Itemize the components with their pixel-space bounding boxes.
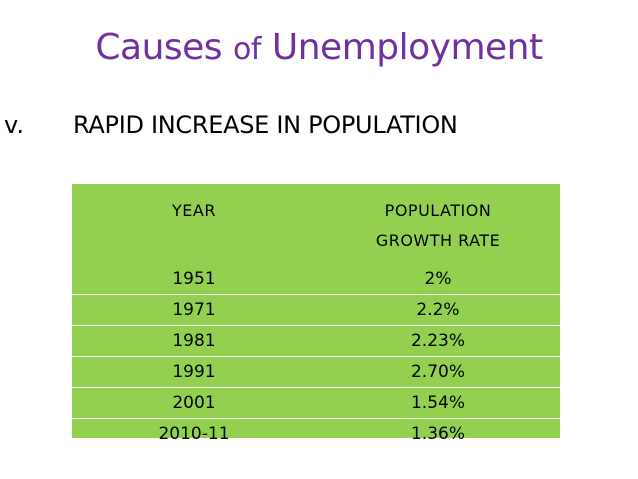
title-word-of: of (233, 32, 261, 67)
table-row: 1951 2% (72, 264, 560, 295)
cell-year: 1991 (72, 356, 316, 388)
table-row: 2010-11 1.36% (72, 418, 560, 449)
table-row: 1991 2.70% (72, 356, 560, 388)
cell-rate: 1.54% (316, 387, 560, 419)
header-rate-line1: POPULATION (384, 201, 492, 220)
title-word-unemployment: Unemployment (271, 27, 543, 68)
cell-rate: 2.23% (316, 325, 560, 357)
header-growth-rate: POPULATION GROWTH RATE (316, 184, 560, 264)
table-header-row: YEAR POPULATION GROWTH RATE (72, 184, 560, 264)
table-row: 2001 1.54% (72, 387, 560, 419)
title-word-causes: Causes (95, 27, 223, 68)
cell-year: 2010-11 (72, 418, 316, 449)
bullet-point: v. RAPID INCREASE IN POPULATION (0, 105, 638, 145)
header-year-label: YEAR (172, 201, 216, 220)
slide-title: Causes of Unemployment (0, 26, 638, 72)
cell-year: 1951 (172, 269, 216, 289)
cell-year: 1981 (72, 325, 316, 357)
table-row: 1971 2.2% (72, 294, 560, 326)
cell-rate: 1.36% (316, 418, 560, 449)
population-table-container: YEAR POPULATION GROWTH RATE 1951 2% 1971… (72, 184, 560, 449)
bullet-text: RAPID INCREASE IN POPULATION (73, 111, 458, 139)
header-rate-line2: GROWTH RATE (375, 231, 501, 250)
cell-rate: 2% (424, 269, 452, 289)
header-year: YEAR (72, 184, 316, 264)
cell-rate: 2.2% (316, 294, 560, 326)
population-growth-table: YEAR POPULATION GROWTH RATE 1951 2% 1971… (72, 184, 560, 449)
table-row: 1981 2.23% (72, 325, 560, 357)
bullet-marker: v. (4, 111, 24, 139)
cell-rate: 2.70% (316, 356, 560, 388)
cell-year: 2001 (72, 387, 316, 419)
cell-year: 1971 (72, 294, 316, 326)
